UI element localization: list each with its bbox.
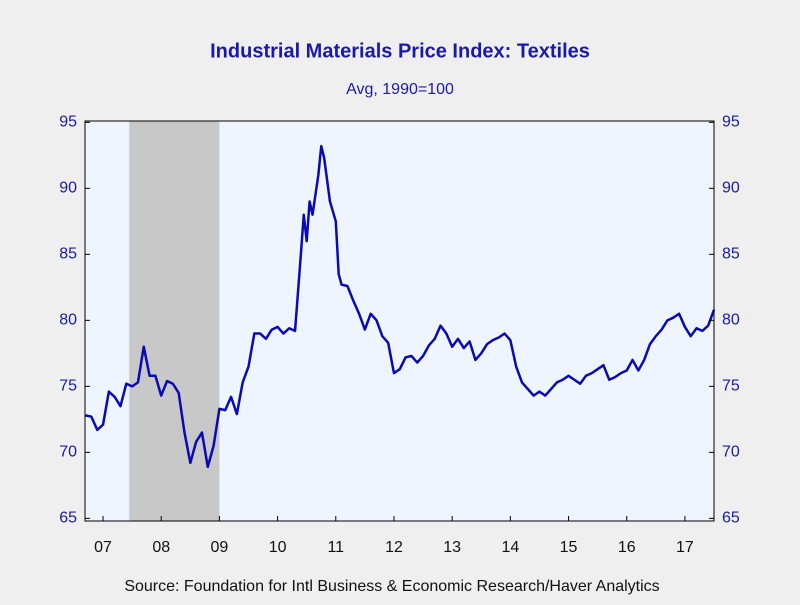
y2-tick-label: 95 xyxy=(722,114,740,131)
chart-subtitle: Avg, 1990=100 xyxy=(346,81,454,98)
y2-tick-label: 70 xyxy=(722,444,740,461)
y2-tick-label: 75 xyxy=(722,378,740,395)
x-tick-label: 08 xyxy=(152,539,170,556)
y-tick-label: 75 xyxy=(59,378,77,395)
x-tick-label: 14 xyxy=(501,539,519,556)
x-tick-label: 09 xyxy=(211,539,229,556)
y2-tick-label: 85 xyxy=(722,246,740,263)
data-line xyxy=(85,144,716,469)
y-tick-label: 85 xyxy=(59,246,77,263)
y2-tick-label: 80 xyxy=(722,312,740,329)
source-note: Source: Foundation for Intl Business & E… xyxy=(124,578,659,595)
x-tick-label: 15 xyxy=(560,539,578,556)
x-tick-label: 10 xyxy=(269,539,287,556)
y-tick-label: 70 xyxy=(59,444,77,461)
y-tick-label: 90 xyxy=(59,180,77,197)
x-tick-label: 17 xyxy=(676,539,694,556)
chart-title: Industrial Materials Price Index: Textil… xyxy=(210,40,590,62)
x-tick-label: 16 xyxy=(618,539,636,556)
x-tick-label: 12 xyxy=(385,539,403,556)
y-tick-label: 80 xyxy=(59,312,77,329)
y-tick-label: 65 xyxy=(59,510,77,527)
y2-tick-label: 90 xyxy=(722,180,740,197)
x-tick-label: 07 xyxy=(94,539,112,556)
y-tick-label: 95 xyxy=(59,114,77,131)
plot-frame xyxy=(84,120,715,522)
y2-tick-label: 65 xyxy=(722,510,740,527)
x-tick-label: 13 xyxy=(443,539,461,556)
x-tick-label: 11 xyxy=(327,539,344,556)
